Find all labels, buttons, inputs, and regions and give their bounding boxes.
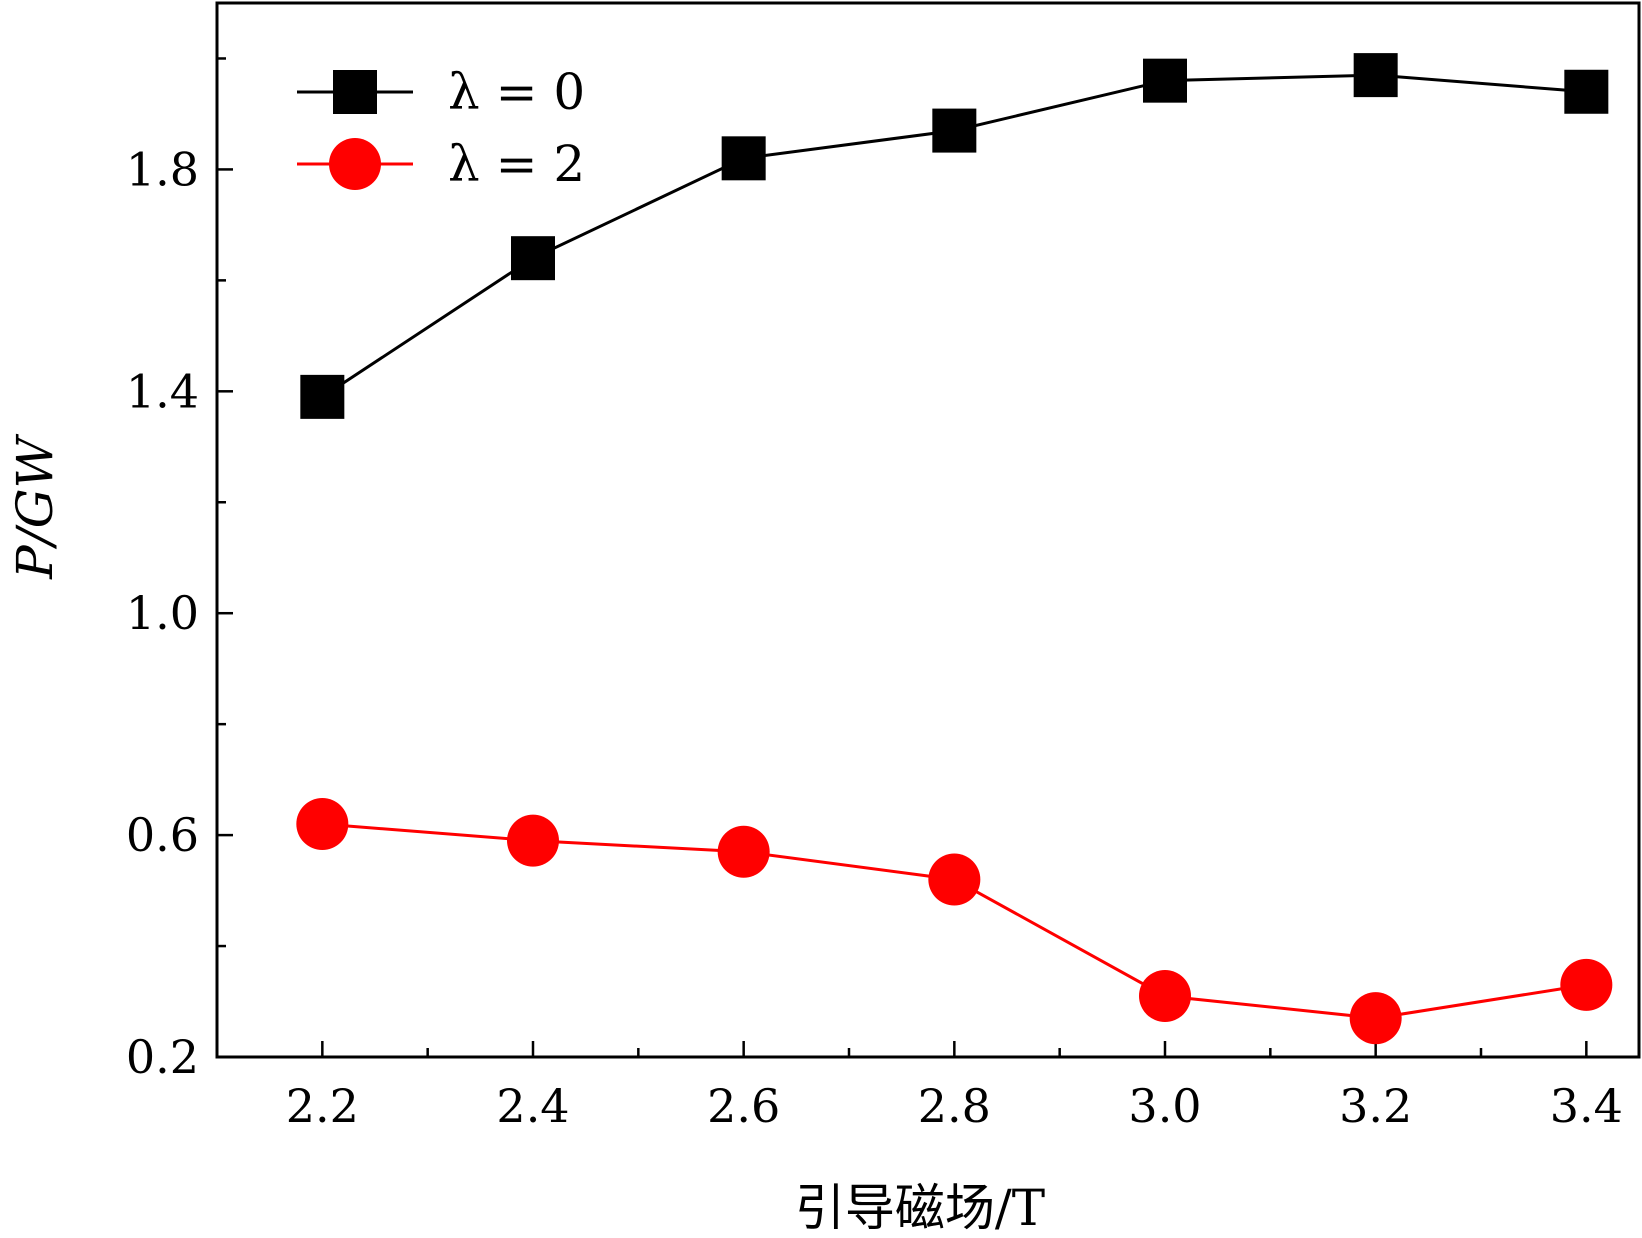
data-point xyxy=(296,798,349,851)
plot-frame xyxy=(215,1,1641,1059)
y-tick-label: 0.2 xyxy=(126,1030,199,1084)
data-point xyxy=(1139,969,1191,1022)
legend-marker xyxy=(329,138,381,190)
data-point xyxy=(932,108,977,153)
data-point xyxy=(928,853,981,906)
data-point xyxy=(721,136,766,181)
series-layer xyxy=(296,53,1613,1045)
data-point xyxy=(1560,958,1613,1011)
axes: 2.2 2.4 2.6 2.8 3.0 3.2 3.4 0.2 0.6 1.0 1.4 1.8 xyxy=(126,1,1641,1133)
y-tick-label: 1.8 xyxy=(126,142,199,196)
series-1 xyxy=(300,53,1609,419)
x-tick-label: 3.4 xyxy=(1550,1079,1623,1133)
data-point xyxy=(300,374,345,419)
data-point xyxy=(1564,69,1609,114)
data-point xyxy=(511,236,555,281)
x-tick-label: 2.8 xyxy=(918,1079,991,1133)
x-tick-label: 2.6 xyxy=(707,1079,780,1133)
legend: λ = 0 λ = 2 xyxy=(297,63,585,193)
data-point xyxy=(507,814,559,867)
data-point xyxy=(1349,992,1402,1045)
y-axis-label: P/GW xyxy=(6,433,64,579)
data-point xyxy=(717,825,770,878)
legend-label: λ = 2 xyxy=(448,135,585,193)
legend-label: λ = 0 xyxy=(448,63,585,121)
y-tick-label: 0.6 xyxy=(126,808,199,862)
data-point xyxy=(1143,58,1187,103)
x-axis-label: 引导磁场/T xyxy=(795,1179,1045,1237)
data-point xyxy=(1353,53,1398,98)
x-tick-label: 2.4 xyxy=(496,1079,569,1133)
series-2 xyxy=(296,798,1613,1045)
legend-marker xyxy=(333,70,377,114)
y-tick-label: 1.4 xyxy=(126,364,199,418)
x-tick-label: 3.0 xyxy=(1128,1079,1201,1133)
x-tick-label: 2.2 xyxy=(286,1079,359,1133)
x-tick-label: 3.2 xyxy=(1339,1079,1412,1133)
y-tick-label: 1.0 xyxy=(126,586,199,640)
